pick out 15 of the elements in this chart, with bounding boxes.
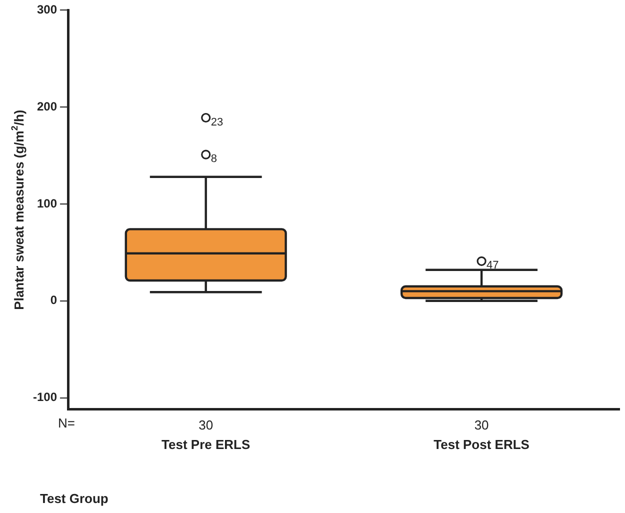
x-tick-label: Test Post ERLS <box>434 436 530 452</box>
y-tick-label: 0 <box>50 293 58 308</box>
text: 30 <box>474 417 489 432</box>
text: 30 <box>198 417 214 432</box>
annotation: 23 <box>210 116 224 128</box>
y-tick-label: 100 <box>36 196 58 210</box>
x-tick-label: Test Pre ERLS <box>162 436 250 452</box>
y-tick-label: -100 <box>32 390 58 404</box>
text: N= <box>58 415 75 430</box>
annotation: 47 <box>486 260 499 272</box>
annotation: 8 <box>210 153 217 166</box>
y-tick-label: 200 <box>36 99 58 114</box>
x-axis-title: Test Group <box>40 491 108 506</box>
y-axis-title: Plantar sweat measures (g/m2/h) <box>9 110 27 310</box>
y-tick-label: 300 <box>36 2 58 17</box>
